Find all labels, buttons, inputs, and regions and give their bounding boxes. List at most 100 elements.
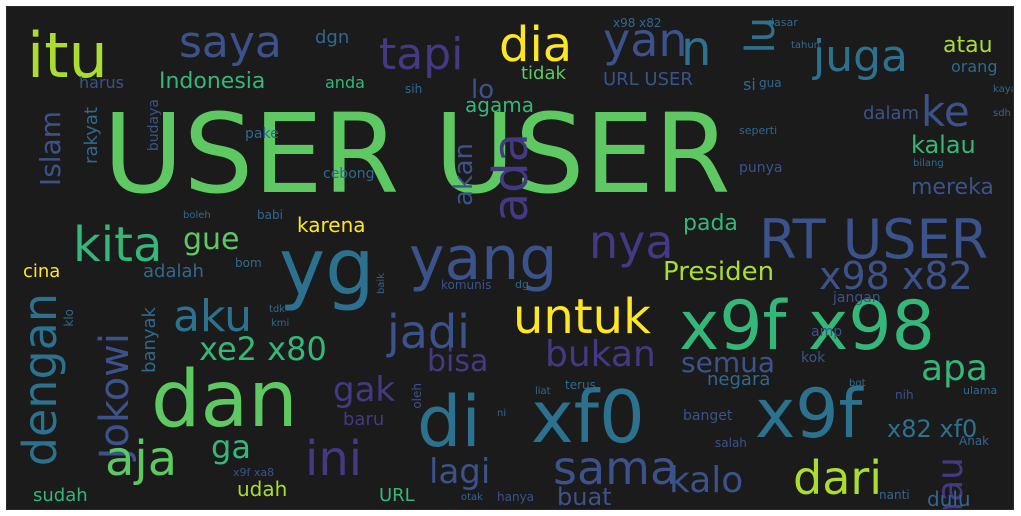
word-buat: buat xyxy=(557,483,612,510)
word-orang: orang xyxy=(951,57,998,76)
word-anda: anda xyxy=(325,73,365,92)
word-anak: Anak xyxy=(959,434,990,448)
word-otak: otak xyxy=(461,492,483,503)
word-url: URL xyxy=(379,485,415,506)
word-ini: ini xyxy=(305,431,363,487)
word-babi: babi xyxy=(257,208,283,222)
word-dulu: dulu xyxy=(927,487,971,510)
word-sdh: sdh xyxy=(993,108,1011,119)
word-atau: atau xyxy=(943,33,993,58)
word-tdk: tdk xyxy=(269,304,286,315)
word-lo: lo xyxy=(471,75,495,105)
word-gue: gue xyxy=(183,222,240,257)
word-sih: sih xyxy=(405,82,423,96)
word-kita: kita xyxy=(73,217,163,273)
word-baik: baik xyxy=(376,273,387,295)
word-ada: ada xyxy=(483,133,539,223)
word-jangan: jangan xyxy=(833,290,881,306)
word-x98-x82: x98 x82 xyxy=(819,254,973,298)
word-liat: liat xyxy=(535,386,551,397)
word-tahun: tahun xyxy=(791,40,821,51)
word-bisa: bisa xyxy=(427,344,489,379)
word-lagi: lagi xyxy=(429,452,491,492)
word-sama: sama xyxy=(553,441,679,495)
word-ulama: ulama xyxy=(963,384,998,397)
word-gua: gua xyxy=(759,76,782,90)
word-agama: agama xyxy=(465,93,534,117)
word-presiden: Presiden xyxy=(663,257,775,287)
word-bgt: bgt xyxy=(849,378,866,389)
word-jadi: jadi xyxy=(387,305,470,359)
word-x98-x82-small: x98 x82 xyxy=(613,16,662,30)
word-budaya: budaya xyxy=(146,99,162,152)
word-amp: amp xyxy=(811,324,843,340)
word-salah: salah xyxy=(715,436,747,450)
word-ni: ni xyxy=(497,408,507,419)
word-boleh: boleh xyxy=(183,210,211,221)
word-adalah: adalah xyxy=(143,261,204,282)
word-pada: pada xyxy=(683,211,738,236)
word-ke: ke xyxy=(921,87,970,136)
word-kok: kok xyxy=(801,350,826,366)
word-tapi: tapi xyxy=(379,29,464,80)
word-dengan: dengan xyxy=(13,293,67,467)
word-nih: nih xyxy=(895,388,914,402)
word-bom: bom xyxy=(235,256,262,270)
word-baru: baru xyxy=(343,409,385,430)
word-user-user: USER USER xyxy=(103,90,731,218)
word-seperti: seperti xyxy=(739,124,778,137)
word-url-user: URL USER xyxy=(603,69,693,90)
word-klo: klo xyxy=(62,309,76,327)
word-islam: Islam xyxy=(34,111,67,187)
word-gak: gak xyxy=(333,370,396,410)
word-harus: harus xyxy=(79,73,124,92)
word-pake: pake xyxy=(245,126,279,142)
word-bilang: bilang xyxy=(913,158,944,169)
word-apa: apa xyxy=(921,348,988,389)
word-indonesia: Indonesia xyxy=(159,69,266,94)
word-bukan: bukan xyxy=(545,334,656,375)
word-cloud: USER USER itu saya tapi dia yan n lu juga atau ora… xyxy=(6,6,1014,510)
word-rakyat: rakyat xyxy=(81,107,102,164)
word-x9f: x9f xyxy=(755,375,863,454)
word-udah: udah xyxy=(237,477,288,501)
word-saya: saya xyxy=(179,17,282,68)
word-yang: yang xyxy=(409,224,558,294)
word-terus: terus xyxy=(565,378,596,392)
word-si: si xyxy=(743,75,756,94)
word-nanti: nanti xyxy=(879,488,910,502)
word-kaya: kaya xyxy=(993,84,1013,95)
word-aja: aja xyxy=(105,431,178,487)
word-xe2-x80: xe2 x80 xyxy=(199,330,327,368)
word-ga: ga xyxy=(211,428,251,466)
word-dgn: dgn xyxy=(315,27,350,48)
word-dasar: dasar xyxy=(767,16,798,29)
word-karena: karena xyxy=(297,213,366,237)
word-kalo: kalo xyxy=(669,460,744,501)
word-hanya: hanya xyxy=(497,490,535,504)
word-itu: itu xyxy=(27,19,108,92)
word-sudah: sudah xyxy=(33,485,88,506)
word-x9f-xa8: x9f xa8 xyxy=(233,466,275,479)
word-yg: yg xyxy=(279,223,375,313)
word-cebong: cebong xyxy=(323,166,375,182)
word-untuk: untuk xyxy=(513,289,651,345)
word-tidak: tidak xyxy=(521,63,566,84)
word-di: di xyxy=(417,381,481,463)
word-aku: aku xyxy=(173,291,252,342)
word-mereka: mereka xyxy=(911,175,994,200)
word-kalau: kalau xyxy=(911,131,976,159)
word-dan: dan xyxy=(151,355,298,445)
word-kmi: kmi xyxy=(271,318,290,329)
word-dia: dia xyxy=(499,17,573,73)
word-cina: cina xyxy=(23,261,61,282)
word-negara: negara xyxy=(707,369,771,390)
word-punya: punya xyxy=(739,160,783,176)
word-dari: dari xyxy=(793,451,883,505)
word-nya: nya xyxy=(589,215,674,269)
word-akan: akan xyxy=(449,143,479,206)
word-oleh: oleh xyxy=(410,383,424,409)
word-dalam: dalam xyxy=(863,103,920,124)
word-xf0: xf0 xyxy=(531,375,645,459)
word-semua: semua xyxy=(681,346,775,379)
